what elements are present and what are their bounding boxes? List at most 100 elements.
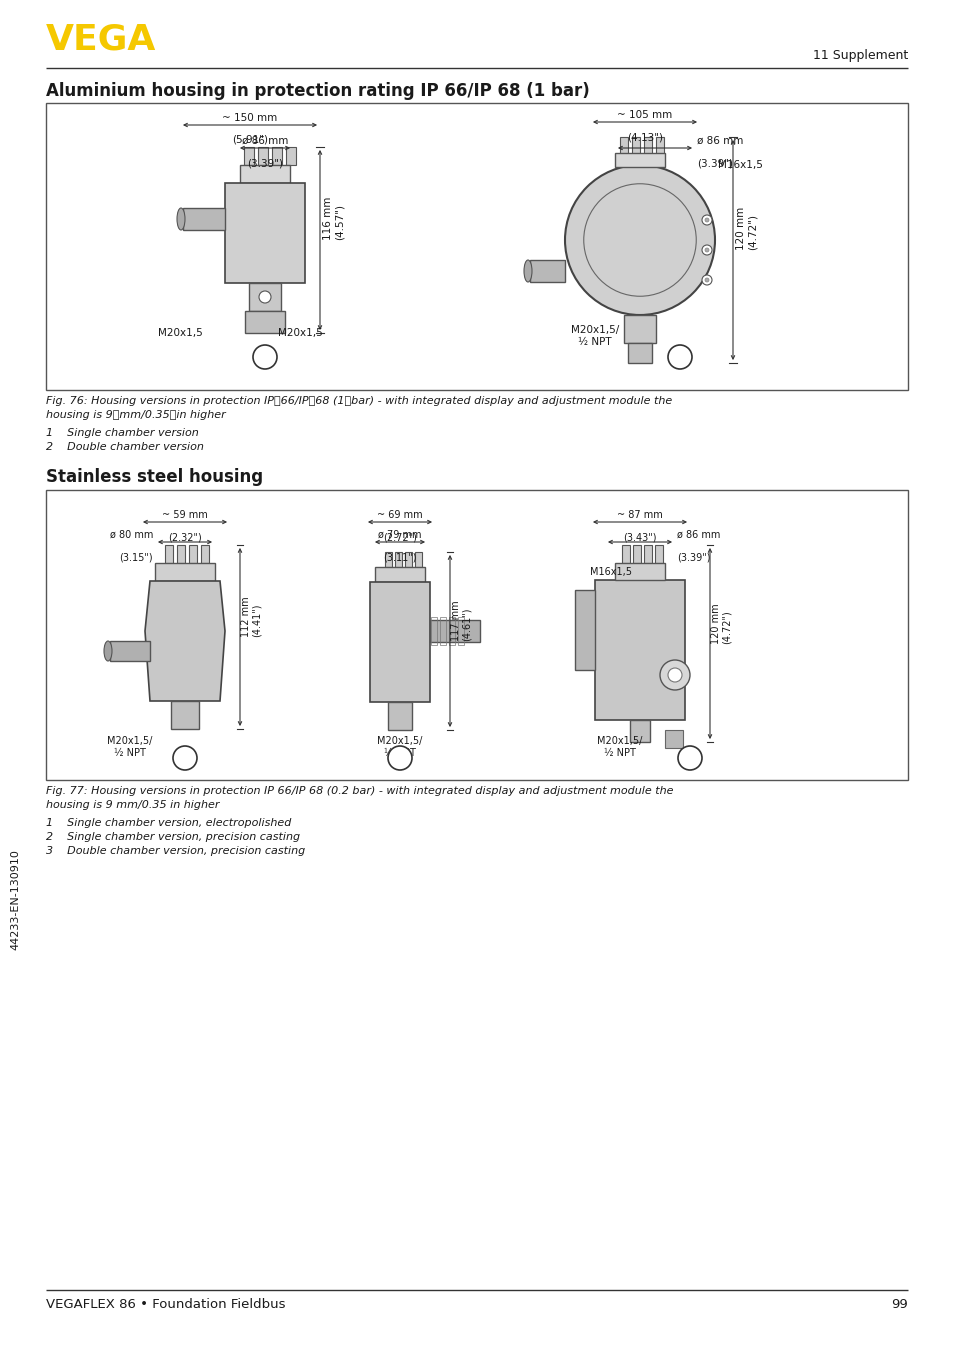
Text: M16x1,5: M16x1,5 [718,160,762,171]
Bar [189,546,196,563]
Bar [46,103,907,390]
Text: ø 80 mm: ø 80 mm [110,529,152,540]
Bar [225,183,305,283]
Text: ø 86 mm: ø 86 mm [241,135,288,146]
Text: (4.57"): (4.57") [335,204,345,240]
Text: ø 86 mm: ø 86 mm [677,529,720,540]
Text: housing is 9 mm/0.35 in higher: housing is 9 mm/0.35 in higher [46,800,219,810]
Bar [415,552,421,567]
Bar [370,582,430,701]
Bar [165,546,172,563]
Circle shape [701,245,711,255]
Text: (2.72"): (2.72") [383,532,416,542]
Bar [177,546,185,563]
Bar [633,546,640,563]
Text: 1    Single chamber version: 1 Single chamber version [46,428,198,437]
Text: 117 mm: 117 mm [451,600,460,640]
Text: 120 mm: 120 mm [735,207,745,250]
Text: ½ NPT: ½ NPT [578,337,611,347]
Text: ~ 105 mm: ~ 105 mm [617,110,672,121]
Text: M20x1,5: M20x1,5 [157,328,202,338]
Bar [457,617,463,645]
Text: ~ 150 mm: ~ 150 mm [222,112,277,123]
Text: 3: 3 [685,751,693,765]
Bar [171,701,199,728]
Bar [272,148,282,165]
Ellipse shape [104,640,112,661]
Bar [595,580,684,720]
Circle shape [667,668,681,682]
Bar [621,546,629,563]
Bar [655,546,662,563]
Text: M20x1,5: M20x1,5 [277,328,322,338]
Text: 44233-EN-130910: 44233-EN-130910 [10,849,20,951]
Bar [405,552,412,567]
Text: M20x1,5/: M20x1,5/ [107,737,152,746]
Text: 2: 2 [395,751,403,765]
Bar [244,148,253,165]
Ellipse shape [523,260,532,282]
Bar [183,209,225,230]
Text: 99: 99 [890,1298,907,1311]
Text: ~ 59 mm: ~ 59 mm [162,510,208,520]
Circle shape [667,345,691,370]
Text: Fig. 76: Housing versions in protection IP٦66/IP٦68 (1٦bar) - with integrated di: Fig. 76: Housing versions in protection … [46,395,672,406]
Bar [201,546,209,563]
Bar [245,311,285,333]
Text: ~ 69 mm: ~ 69 mm [376,510,422,520]
Text: 1    Single chamber version, electropolished: 1 Single chamber version, electropolishe… [46,818,291,829]
Text: 1: 1 [261,351,269,363]
Bar [388,701,412,730]
Bar [629,720,649,742]
Text: M20x1,5/: M20x1,5/ [597,737,642,746]
Text: 116 mm: 116 mm [323,196,333,240]
Polygon shape [145,581,225,701]
Bar [430,620,479,642]
Text: (4.61"): (4.61") [461,608,472,640]
Text: M16x1,5: M16x1,5 [589,567,631,577]
Text: 1: 1 [181,751,189,765]
Text: VEGA: VEGA [46,22,156,56]
Bar [257,148,268,165]
Bar [154,563,214,581]
Bar [240,165,290,183]
Text: (3.39"): (3.39") [697,158,732,168]
Text: (5.91"): (5.91") [232,135,268,145]
Text: VEGAFLEX 86 • Foundation Fieldbus: VEGAFLEX 86 • Foundation Fieldbus [46,1298,285,1311]
Bar [656,137,663,154]
Text: 120 mm: 120 mm [710,603,720,643]
Circle shape [704,218,708,222]
Text: ½ NPT: ½ NPT [384,747,416,758]
Bar [530,260,564,282]
Circle shape [704,278,708,282]
Circle shape [172,746,196,770]
Text: ~ 87 mm: ~ 87 mm [617,510,662,520]
Bar [627,343,651,363]
Ellipse shape [177,209,185,230]
Text: ø 86 mm: ø 86 mm [697,135,742,146]
Text: housing is 9٦mm/0.35٦in higher: housing is 9٦mm/0.35٦in higher [46,410,226,420]
Bar [249,283,281,311]
Text: M20x1,5/: M20x1,5/ [570,325,618,334]
Bar [46,490,907,780]
Bar [375,567,424,582]
Text: (3.43"): (3.43") [622,532,656,542]
Text: Stainless steel housing: Stainless steel housing [46,468,263,486]
Text: 11 Supplement: 11 Supplement [812,49,907,62]
Bar [615,153,664,167]
Circle shape [253,345,276,370]
Bar [431,617,436,645]
Bar [643,546,651,563]
Text: M20x1,5/: M20x1,5/ [377,737,422,746]
Bar [286,148,295,165]
Text: 2    Double chamber version: 2 Double chamber version [46,441,204,452]
Bar [643,137,651,154]
Text: Aluminium housing in protection rating IP 66/IP 68 (1 bar): Aluminium housing in protection rating I… [46,83,589,100]
Text: (3.11"): (3.11") [383,552,416,562]
Bar [631,137,639,154]
Circle shape [701,275,711,284]
Circle shape [678,746,701,770]
Circle shape [701,215,711,225]
Circle shape [258,291,271,303]
Text: (4.13"): (4.13") [626,131,662,142]
